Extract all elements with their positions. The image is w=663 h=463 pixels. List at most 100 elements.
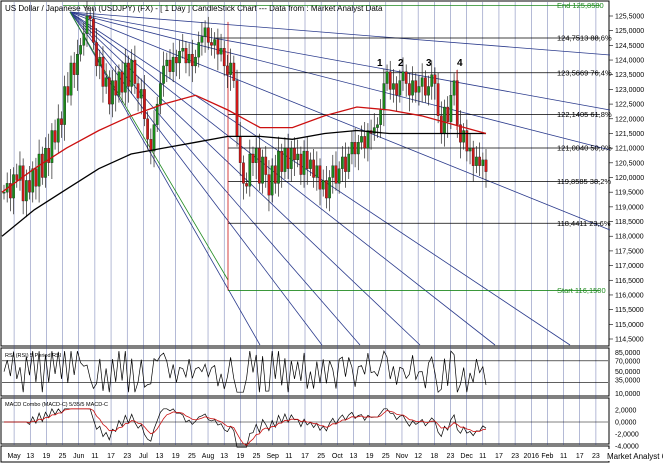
candle-body: [404, 71, 408, 84]
x-tick-label: 23: [592, 453, 600, 460]
candle-body: [21, 165, 25, 202]
candle-body: [258, 147, 261, 184]
x-tick-label: 17: [576, 453, 584, 460]
y-tick-label: 121,5000: [615, 131, 644, 138]
candle-body: [309, 159, 312, 169]
wave-label: 4: [457, 58, 463, 69]
candle-body: [289, 147, 293, 169]
x-tick-label: 19: [236, 453, 244, 460]
candle-body: [181, 48, 185, 52]
candle-body: [341, 156, 344, 169]
candle-body: [190, 54, 194, 67]
candle-body: [12, 174, 15, 199]
candle-body: [235, 80, 239, 137]
candle-body: [436, 83, 440, 116]
candle-body: [446, 106, 450, 122]
candle-body: [277, 150, 280, 184]
x-tick-label: 19: [172, 453, 180, 460]
x-tick-label: Nov: [396, 453, 409, 460]
candle-body: [449, 95, 453, 122]
candle-body: [430, 74, 434, 87]
y-tick-label: 119,5000: [615, 190, 644, 197]
candle-body: [18, 165, 22, 181]
x-tick-label: 19: [366, 453, 374, 460]
candle-body: [267, 174, 271, 196]
fib-level-label: 119,8585 38,2%: [557, 177, 611, 186]
wave-label: 2: [398, 58, 404, 69]
x-tick-label: 25: [59, 453, 67, 460]
wave-label: 3: [426, 58, 432, 69]
y-tick-label: 125,5000: [615, 14, 644, 21]
candle-body: [379, 109, 383, 125]
candle-body: [325, 180, 328, 199]
x-tick-label: Sep: [266, 453, 279, 460]
candle-body: [254, 147, 258, 163]
moving-average-short: [1, 94, 487, 193]
candle-body: [417, 86, 421, 93]
x-tick-label: 11: [91, 453, 98, 460]
fib-level-label: Start 116,1500: [557, 286, 606, 295]
candle-body: [178, 51, 181, 64]
rsi-tick-label: 10,0000: [615, 391, 640, 398]
candle-body: [318, 165, 322, 190]
candle-body: [107, 77, 111, 105]
candle-body: [385, 71, 389, 84]
rsi-tick-label: 35,0000: [615, 377, 640, 384]
x-tick-label: Feb: [541, 453, 553, 460]
x-tick-label: 2016: [523, 453, 539, 460]
candle-body: [92, 18, 95, 43]
candle-body: [79, 45, 82, 55]
fib-level-label: 122,1405 61,8%: [557, 110, 612, 119]
rsi-tick-label: 50,0000: [615, 369, 640, 376]
y-tick-label: 117,5000: [615, 248, 644, 255]
fib-level-label: 124,7513 88,6%: [557, 33, 612, 42]
y-tick-label: 124,0000: [615, 58, 644, 65]
candle-body: [376, 124, 379, 128]
macd-tick-label: 2,0000: [615, 408, 637, 415]
candle-body: [408, 83, 411, 96]
candle-body: [37, 153, 41, 187]
candle-body: [222, 48, 226, 67]
macd-tick-label: 0,0000: [615, 420, 637, 427]
x-axis: May 13 19 25 Jun 11 17 23 Jul 13 19 25 Aug 13 19 25 Sep 1…: [7, 453, 599, 460]
x-tick-label: 13: [156, 453, 164, 460]
wave-label: 1: [377, 58, 383, 69]
candle-body: [34, 168, 38, 187]
candle-body: [382, 83, 386, 111]
candle-body: [56, 118, 60, 143]
candle-body: [69, 62, 73, 96]
y-tick-label: 121,0000: [615, 146, 644, 153]
x-tick-label: 13: [350, 453, 358, 460]
candle-body: [331, 165, 335, 178]
candle-body: [114, 80, 118, 96]
candle-body: [302, 150, 306, 175]
x-tick-label: 25: [382, 453, 390, 460]
rsi-tick-label: 85,0000: [615, 350, 640, 357]
candle-body: [40, 153, 44, 178]
candle-body: [462, 130, 466, 143]
fib-level-label: 123,5669 76,4%: [557, 68, 612, 77]
y-tick-label: 123,0000: [615, 87, 644, 94]
candle-body: [168, 59, 172, 72]
candle-body: [149, 139, 153, 152]
candle-body: [350, 142, 354, 155]
y-tick-label: 119,0000: [615, 204, 644, 211]
candle-body: [101, 56, 105, 87]
fib-level-label: 121,0040 50,0%: [557, 144, 612, 153]
candle-body: [216, 39, 220, 55]
gann-fan-line: [69, 11, 496, 346]
candle-body: [175, 56, 178, 64]
x-tick-label: Aug: [202, 453, 215, 460]
candle-body: [468, 147, 472, 152]
y-tick-label: 118,0000: [615, 234, 644, 241]
x-tick-label: 25: [317, 453, 325, 460]
candle-body: [395, 83, 398, 96]
candle-body: [283, 147, 287, 172]
candle-body: [248, 153, 252, 187]
fib-level-label: End 125,8580: [557, 1, 604, 10]
macd-signal-line: [4, 408, 487, 446]
candle-body: [433, 74, 437, 84]
candle-body: [28, 180, 31, 193]
x-tick-label: 17: [301, 453, 309, 460]
